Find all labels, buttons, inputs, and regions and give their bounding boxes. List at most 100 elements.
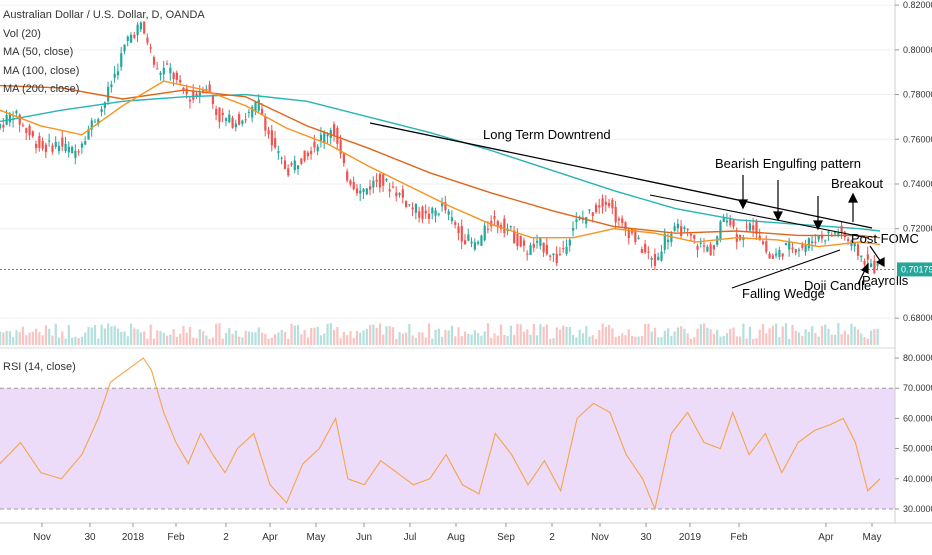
volume-bar	[149, 324, 152, 345]
candle-body	[234, 123, 237, 128]
candle-body	[827, 231, 830, 234]
candle-body	[116, 71, 120, 76]
candle-body	[25, 128, 28, 133]
candle-body	[860, 255, 863, 257]
volume-bar	[414, 337, 418, 345]
candle-body	[388, 189, 391, 192]
candle-body	[480, 235, 483, 246]
candle-body	[149, 47, 152, 49]
candle-body	[660, 251, 663, 261]
candle-body	[608, 202, 611, 207]
candle-body	[198, 92, 201, 97]
volume-bar	[735, 336, 738, 345]
candle-body	[202, 90, 205, 93]
candle-body	[382, 174, 385, 186]
candle-body	[820, 234, 824, 239]
candle-body	[784, 243, 788, 246]
volume-bar	[549, 338, 552, 345]
candle-body	[761, 241, 765, 244]
volume-bar	[526, 329, 529, 345]
volume-bar	[536, 335, 539, 345]
volume-bar	[703, 323, 706, 345]
candle-body	[529, 245, 532, 255]
time-tick-label: Jun	[356, 532, 372, 543]
volume-bar	[224, 333, 228, 345]
volume-bar	[499, 324, 503, 345]
candle-body	[414, 203, 418, 213]
volume-bar	[788, 338, 791, 345]
volume-bar	[784, 323, 788, 345]
volume-bar	[873, 328, 876, 345]
volume-bar	[830, 334, 833, 345]
volume-bar	[568, 326, 571, 345]
volume-bar	[54, 323, 57, 345]
volume-bar	[254, 332, 257, 345]
volume-bar	[260, 332, 264, 345]
time-tick-label: Feb	[167, 532, 185, 543]
volume-bar	[169, 334, 172, 345]
candle-body	[365, 188, 368, 195]
candle-body	[224, 117, 228, 122]
candle-body	[31, 131, 34, 137]
candle-body	[152, 57, 156, 65]
volume-bar	[31, 331, 34, 345]
candle-body	[93, 121, 97, 123]
candle-body	[398, 193, 401, 196]
candle-body	[562, 248, 565, 250]
volume-bar	[843, 330, 846, 345]
candle-body	[558, 253, 562, 255]
candle-body	[316, 146, 319, 152]
volume-bar	[398, 332, 401, 345]
candle-body	[781, 253, 784, 257]
candle-body	[107, 86, 110, 102]
candle-body	[572, 228, 575, 231]
volume-bar	[621, 333, 624, 345]
time-tick-label: Feb	[730, 532, 748, 543]
wedge-upper-line	[649, 194, 869, 239]
volume-bar	[90, 327, 93, 345]
volume-bar	[506, 336, 509, 345]
volume-bar	[192, 337, 195, 345]
volume-bar	[460, 336, 463, 345]
volume-bar	[722, 335, 725, 345]
candle-body	[460, 226, 463, 242]
volume-bar	[44, 325, 48, 345]
candle-body	[847, 238, 850, 242]
volume-bar	[693, 337, 696, 345]
volume-bar	[719, 336, 722, 345]
time-tick-label: 2019	[679, 532, 702, 543]
candle-body	[722, 217, 725, 223]
volume-bar	[608, 324, 611, 345]
candle-body	[863, 261, 866, 265]
volume-bar	[680, 326, 683, 345]
volume-bar	[516, 323, 519, 345]
volume-bar	[558, 329, 562, 345]
candle-body	[444, 202, 447, 211]
volume-bar	[588, 336, 591, 345]
volume-bar	[97, 338, 100, 345]
volume-bar	[313, 327, 316, 345]
candle-body	[712, 245, 716, 250]
volume-bar	[352, 337, 355, 345]
candle-body	[441, 203, 444, 207]
candle-body	[686, 228, 689, 231]
volume-bar	[437, 328, 440, 345]
volume-bar	[594, 338, 598, 345]
volume-bar	[739, 336, 742, 345]
candle-body	[283, 160, 287, 169]
volume-bar	[401, 333, 404, 345]
candle-body	[192, 90, 195, 100]
volume-bar	[876, 328, 879, 345]
candle-body	[277, 151, 280, 153]
volume-bar	[316, 326, 319, 345]
volume-bar	[18, 331, 21, 345]
volume-bar	[195, 338, 198, 345]
volume-bar	[814, 332, 817, 345]
volume-bar	[205, 335, 208, 345]
volume-bar	[123, 331, 126, 345]
volume-bar	[860, 333, 863, 345]
